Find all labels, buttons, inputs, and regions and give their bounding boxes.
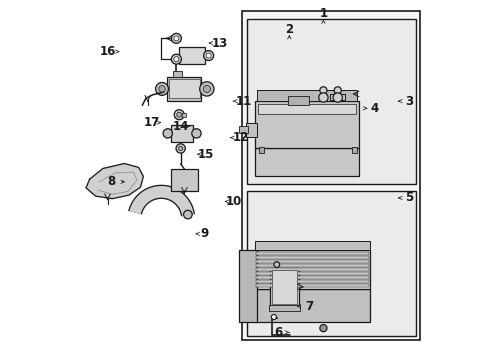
Bar [351, 147, 357, 153]
Text: 11: 11 [235, 95, 251, 108]
Bar [242, 12, 419, 339]
Circle shape [203, 50, 213, 60]
Circle shape [319, 87, 326, 94]
Text: 6: 6 [274, 326, 282, 339]
Circle shape [319, 324, 326, 332]
Circle shape [183, 210, 192, 219]
Bar [255, 250, 369, 289]
Circle shape [163, 129, 172, 138]
Bar [169, 79, 199, 98]
Text: 15: 15 [197, 148, 214, 161]
Bar [182, 113, 185, 117]
Bar [256, 280, 368, 283]
Circle shape [176, 112, 182, 117]
Bar [256, 268, 368, 271]
Bar [171, 125, 192, 142]
Circle shape [273, 262, 279, 267]
Bar [258, 147, 264, 153]
Bar [287, 96, 308, 105]
Bar [256, 256, 368, 259]
Bar [270, 267, 298, 306]
Bar [256, 272, 368, 275]
Circle shape [191, 129, 201, 138]
Bar [247, 191, 415, 336]
Bar [255, 241, 369, 250]
Bar [255, 148, 359, 176]
Circle shape [176, 144, 185, 153]
Circle shape [203, 85, 210, 93]
Text: 3: 3 [405, 95, 413, 108]
Bar [255, 101, 359, 148]
Text: 16: 16 [99, 45, 116, 58]
Circle shape [199, 82, 214, 96]
Bar [171, 169, 198, 192]
Text: 7: 7 [305, 300, 312, 313]
Bar [239, 126, 247, 133]
Text: 14: 14 [172, 120, 188, 133]
Text: 8: 8 [107, 175, 115, 188]
Circle shape [174, 110, 184, 120]
Text: 9: 9 [200, 227, 208, 240]
Bar [255, 289, 369, 321]
Text: 2: 2 [285, 23, 293, 36]
Bar [247, 19, 415, 184]
Circle shape [206, 53, 211, 58]
Text: 5: 5 [405, 192, 413, 204]
Circle shape [171, 33, 181, 43]
Bar [167, 77, 201, 101]
Bar [172, 71, 182, 77]
Text: 13: 13 [212, 36, 228, 50]
Bar [256, 284, 368, 287]
Circle shape [178, 146, 183, 150]
Circle shape [174, 36, 179, 41]
Circle shape [333, 87, 341, 94]
Bar [256, 264, 368, 267]
Bar [256, 276, 368, 279]
Circle shape [318, 93, 327, 102]
Bar [256, 260, 368, 263]
Bar [257, 90, 357, 101]
Bar [272, 270, 296, 304]
Bar [329, 94, 344, 100]
Polygon shape [129, 185, 194, 216]
Bar [258, 104, 356, 114]
Circle shape [155, 82, 168, 95]
Bar [239, 250, 257, 321]
Text: 17: 17 [143, 116, 160, 129]
Text: 10: 10 [225, 195, 242, 208]
Bar [268, 305, 300, 311]
Bar [256, 252, 368, 255]
Circle shape [271, 315, 276, 319]
Bar [246, 123, 257, 137]
Polygon shape [86, 163, 143, 199]
Text: 12: 12 [232, 131, 248, 144]
Circle shape [174, 57, 179, 62]
Text: 4: 4 [369, 102, 378, 115]
Circle shape [159, 86, 165, 92]
Text: 1: 1 [319, 7, 327, 20]
Circle shape [171, 54, 181, 64]
Bar [179, 48, 204, 64]
Circle shape [332, 93, 342, 102]
